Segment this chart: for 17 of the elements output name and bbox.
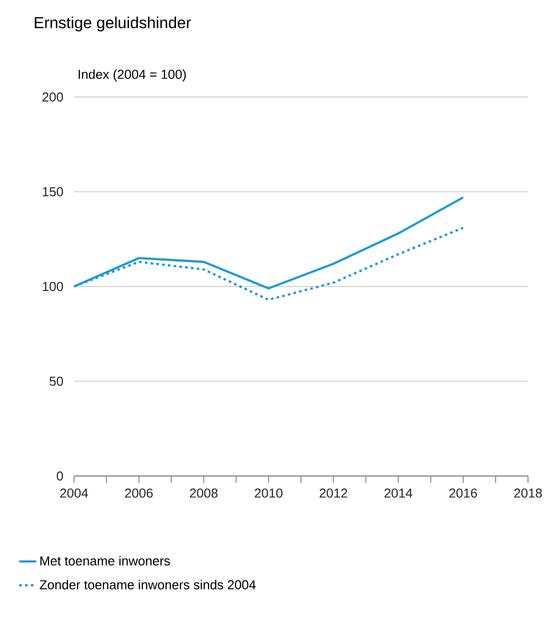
x-tick-label: 2008 (190, 488, 218, 498)
y-tick-label: 100 (42, 282, 63, 292)
x-tick-label: 2016 (449, 488, 477, 498)
y-tick-label: 50 (50, 376, 63, 386)
x-tick-label: 2010 (254, 488, 282, 498)
legend-label: Zonder toename inwoners sinds 2004 (40, 580, 256, 590)
y-tick-label: 200 (42, 92, 63, 102)
chart-title: Ernstige geluidshinder (34, 16, 191, 32)
x-tick-label: 2012 (320, 488, 348, 498)
y-axis-title: Index (2004 = 100) (78, 69, 186, 82)
x-tick-label: 2014 (384, 488, 412, 498)
y-tick-label: 0 (56, 471, 63, 481)
x-tick-label: 2006 (125, 488, 153, 498)
legend-label: Met toename inwoners (40, 556, 170, 566)
x-tick-label: 2018 (514, 488, 542, 498)
x-tick-label: 2004 (60, 488, 88, 498)
y-tick-label: 150 (42, 187, 63, 196)
